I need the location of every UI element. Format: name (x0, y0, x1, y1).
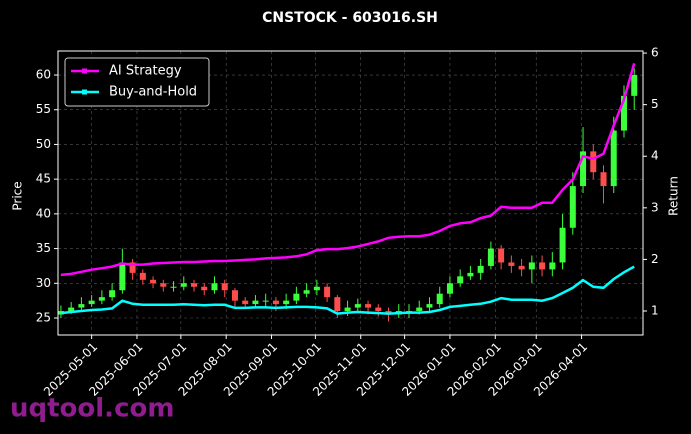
candle-body (610, 130, 617, 187)
y2-tick-label: 4 (651, 149, 659, 163)
candle-body (477, 265, 484, 273)
watermark: uqtool.com (10, 394, 174, 424)
candle-body (262, 300, 269, 302)
y2-tick-label: 6 (651, 46, 659, 60)
candle-body (436, 293, 443, 305)
candle-body (354, 304, 361, 308)
y-tick-label: 50 (36, 137, 51, 151)
legend-box (64, 57, 210, 107)
candle-body (139, 272, 146, 280)
y-tick-label: 35 (36, 241, 51, 255)
candle-body (150, 279, 157, 284)
legend-marker (82, 89, 87, 95)
y-tick-label: 30 (36, 276, 51, 290)
candle-body (293, 293, 300, 301)
return-line (60, 63, 636, 277)
candle-body (242, 300, 249, 305)
candle-body (467, 272, 474, 277)
candle-body (211, 283, 218, 291)
candle-body (620, 95, 627, 131)
candle-body (221, 283, 228, 291)
candle-body (160, 283, 167, 287)
y-tick-label: 45 (36, 172, 51, 186)
legend-label: Buy-and-Hold (109, 85, 197, 100)
candle-body (272, 300, 279, 305)
plot-frame (57, 50, 644, 336)
y-tick-label: 55 (36, 102, 51, 116)
legend: AI Strategy Buy-and-Hold (64, 57, 210, 107)
candle-body (508, 262, 515, 266)
legend-marker (82, 68, 87, 74)
candle-body (180, 283, 187, 287)
candle-body (303, 290, 310, 294)
legend-label: AI Strategy (109, 64, 182, 79)
candle-body (528, 262, 535, 270)
candle-body (334, 297, 341, 312)
candle-body (119, 262, 126, 291)
candle-body (498, 248, 505, 263)
candle-body (365, 304, 372, 308)
candle-body (344, 307, 351, 312)
y2-tick-label: 3 (651, 200, 659, 214)
candle-body (78, 304, 85, 308)
candle-body (129, 262, 136, 273)
candle-body (549, 262, 556, 270)
candle-body (98, 297, 105, 301)
candle-body (170, 286, 177, 288)
candle-body (191, 283, 198, 287)
y-tick-label: 60 (36, 68, 51, 82)
candle-body (201, 286, 208, 291)
return-line (60, 265, 635, 315)
candle-body (313, 286, 320, 291)
candle-body (569, 186, 576, 228)
candle-body (580, 151, 587, 187)
candle-body (457, 276, 464, 284)
candle-body (68, 307, 75, 312)
y-axis-label: Price (11, 181, 25, 210)
y2-tick-label: 2 (651, 252, 659, 266)
candle-body (324, 286, 331, 298)
y2-tick-label: 1 (651, 304, 659, 318)
candle-body (446, 283, 453, 294)
candle-body (88, 300, 95, 305)
candle-body (487, 248, 494, 266)
y-tick-label: 40 (36, 206, 51, 220)
candle-body (631, 75, 638, 96)
y2-axis-label: Return (667, 176, 681, 216)
candle-body (252, 300, 259, 305)
candle-body (109, 290, 116, 298)
candle-body (231, 290, 238, 301)
y-tick-label: 25 (36, 310, 51, 324)
candle-body (539, 262, 546, 270)
candle-body (518, 265, 525, 270)
candle-body (426, 304, 433, 308)
candle-body (375, 307, 382, 312)
candle-body (559, 227, 566, 263)
candle-body (590, 151, 597, 173)
candle-body (416, 307, 423, 312)
chart-title: CNSTOCK - 603016.SH (262, 10, 438, 26)
candle-body (283, 300, 290, 305)
candle-body (600, 172, 607, 187)
y2-tick-label: 5 (651, 97, 659, 111)
